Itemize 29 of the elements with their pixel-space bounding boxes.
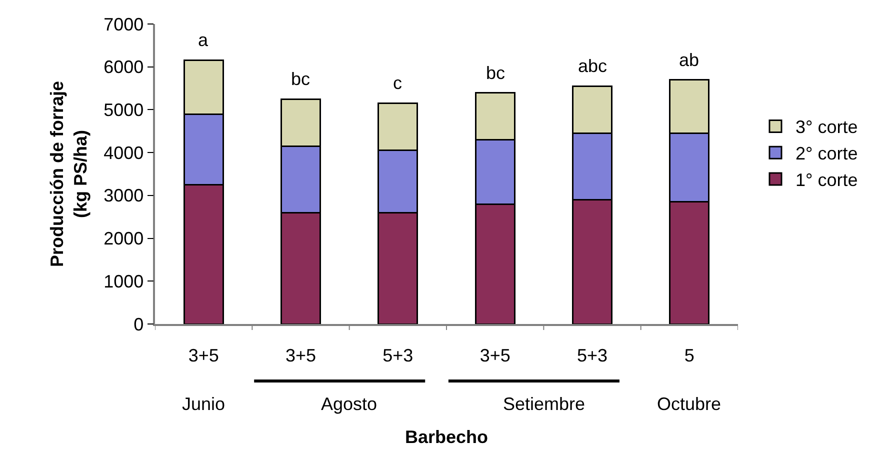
legend-label: 2° corte [795, 144, 858, 164]
text: Octubre [657, 394, 722, 414]
annotation: ab [679, 50, 700, 70]
x-tick-label: 3+5 [188, 345, 219, 366]
text: Junio [182, 394, 226, 414]
text: Agosto [321, 394, 378, 414]
legend-label: 3° corte [795, 117, 858, 138]
y-axis-title: Producción de forraje (kg PS/ha) [46, 80, 90, 268]
legend-label: 1° corte [795, 170, 858, 190]
annotation: bc [486, 63, 506, 83]
annotation: c [393, 73, 402, 93]
annotation: a [198, 30, 209, 50]
x-tick-label: 5+3 [382, 345, 414, 366]
y-tick-label: 2000 [104, 228, 144, 249]
x-tick-label: 3+5 [285, 345, 316, 366]
y-tick-label: 4000 [104, 142, 144, 163]
y-tick-label: 0 [134, 314, 144, 334]
y-tick-label: 3000 [104, 186, 144, 206]
y-tick-label: 5000 [104, 100, 144, 120]
annotation: abc [578, 56, 608, 76]
annotation: bc [291, 69, 310, 89]
x-tick-label: 5 [684, 345, 694, 366]
y-tick-label: 7000 [104, 14, 144, 34]
y-tick-label: 1000 [104, 271, 144, 292]
text: Setiembre [503, 394, 586, 414]
x-tick-label: 5+3 [576, 345, 608, 366]
x-tick-label: 3+5 [480, 345, 510, 366]
y-tick-label: 6000 [104, 57, 144, 78]
x-axis-title: Barbecho [404, 426, 488, 447]
